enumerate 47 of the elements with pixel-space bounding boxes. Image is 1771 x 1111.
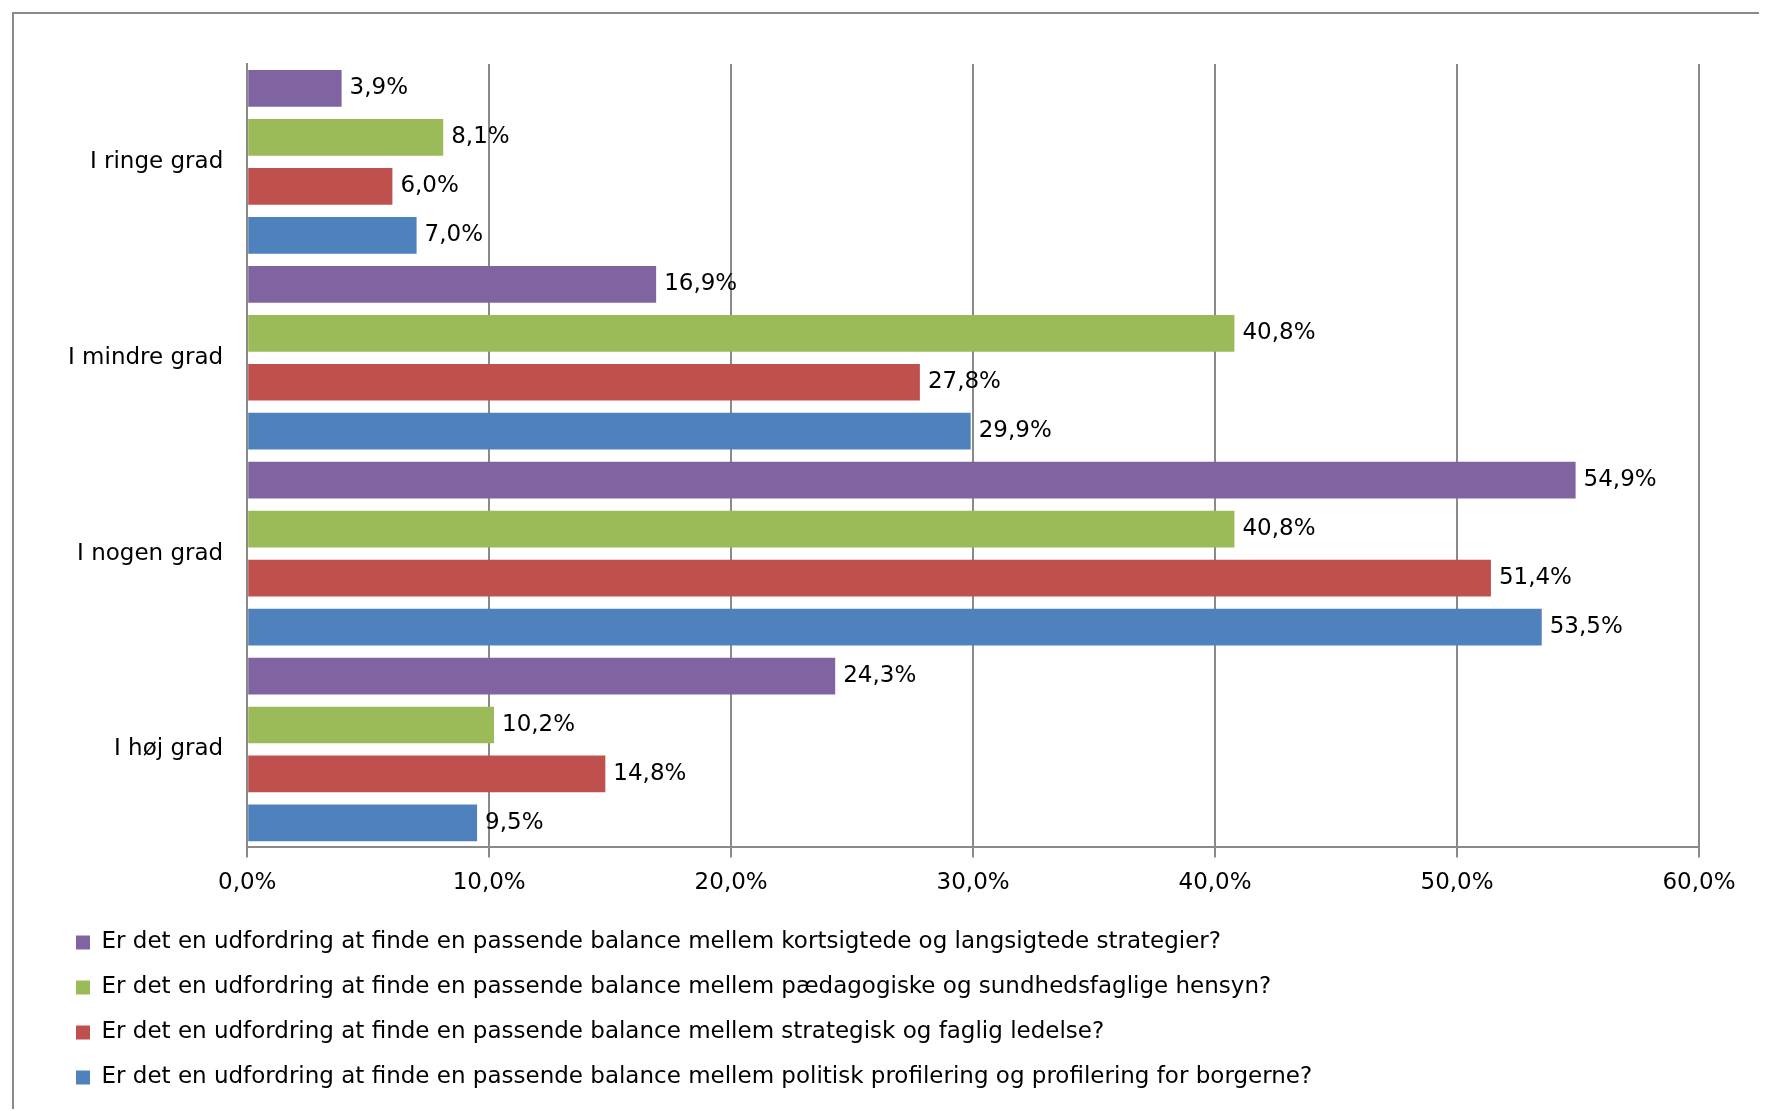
bar <box>248 168 393 205</box>
x-tick-label: 40,0% <box>1178 868 1252 895</box>
bar <box>248 608 1542 646</box>
legend-label: Er det en udfordring at finde en passende balance mellem strategisk og faglig ledelse? <box>101 1017 1105 1044</box>
data-label: 40,8% <box>1242 318 1316 345</box>
data-label: 24,3% <box>843 661 917 687</box>
data-label: 14,8% <box>613 758 687 785</box>
bar <box>248 217 417 254</box>
data-label: 29,9% <box>978 416 1052 443</box>
bar <box>248 657 836 695</box>
data-label: 53,5% <box>1549 612 1623 639</box>
bar <box>248 804 478 842</box>
x-tick-label: 30,0% <box>936 868 1010 895</box>
data-label: 9,5% <box>485 807 544 834</box>
x-tick-label: 10,0% <box>452 868 526 895</box>
bar <box>248 706 495 744</box>
bar <box>248 119 444 156</box>
x-tick-label: 0,0% <box>218 868 277 895</box>
y-tick-label: I nogen grad <box>77 538 224 565</box>
bar <box>248 314 1235 352</box>
bar <box>248 510 1235 548</box>
data-label: 10,2% <box>502 709 576 736</box>
bar <box>248 363 920 401</box>
y-tick-label: I mindre grad <box>67 342 224 369</box>
y-tick-label: I høj grad <box>114 734 224 761</box>
data-label: 6,0% <box>400 171 459 198</box>
bar <box>248 755 606 793</box>
legend-label: Er det en udfordring at finde en passende balance mellem politisk profilering og profilering for borgerne? <box>101 1062 1313 1089</box>
x-tick-label: 50,0% <box>1420 868 1494 895</box>
bar <box>248 70 342 107</box>
bar <box>248 412 971 450</box>
legend-label: Er det en udfordring at finde en passende balance mellem pædagogiske og sundhedsfaglige hensyn? <box>101 972 1272 999</box>
y-tick-label: I ringe grad <box>89 146 224 173</box>
data-label: 40,8% <box>1242 514 1316 541</box>
data-label: 54,9% <box>1583 465 1657 492</box>
data-label: 7,0% <box>424 220 484 247</box>
data-label: 51,4% <box>1498 563 1572 590</box>
x-tick-label: 60,0% <box>1662 868 1736 895</box>
data-label: 16,9% <box>664 269 738 296</box>
bar <box>248 559 1491 597</box>
data-label: 3,9% <box>349 73 409 100</box>
legend-label: Er det en udfordring at finde en passende balance mellem kortsigtede og langsigtede strategier? <box>101 927 1221 954</box>
x-tick-label: 20,0% <box>694 868 768 895</box>
data-label: 8,1% <box>451 122 510 149</box>
bar <box>248 461 1576 499</box>
data-label: 27,8% <box>927 367 1001 394</box>
bar <box>248 265 657 303</box>
